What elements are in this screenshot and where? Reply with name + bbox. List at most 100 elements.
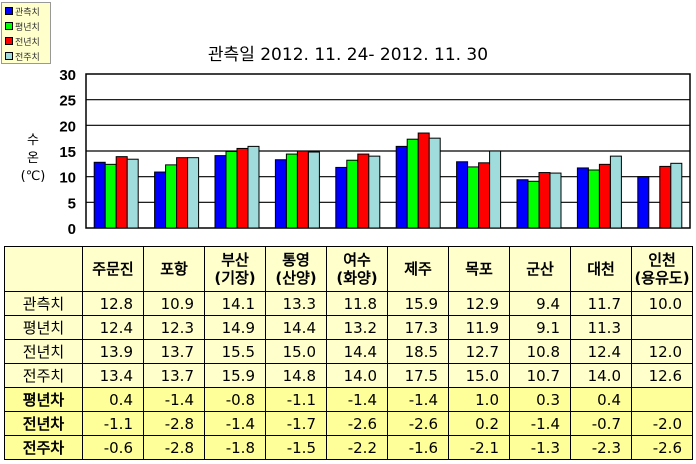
table-cell: 13.9 bbox=[82, 339, 144, 364]
table-cell: 12.7 bbox=[448, 339, 510, 364]
bar bbox=[516, 179, 529, 229]
table-cell: 0.4 bbox=[82, 387, 144, 412]
row-header: 전주차 bbox=[4, 435, 83, 460]
table-cell: 18.5 bbox=[387, 339, 449, 364]
table-cell: -2.2 bbox=[326, 435, 388, 460]
table-cell: 12.0 bbox=[631, 339, 693, 364]
table-cell: 14.9 bbox=[204, 315, 266, 340]
bar bbox=[576, 167, 589, 229]
legend-item: 전년치 bbox=[2, 34, 50, 48]
table-cell: 13.4 bbox=[82, 363, 144, 388]
y-tick-label: 10 bbox=[59, 170, 76, 187]
column-header: 주문진 bbox=[82, 246, 144, 292]
table-cell: -2.3 bbox=[570, 435, 632, 460]
legend-label: 전년치 bbox=[15, 37, 40, 48]
table-cell: -2.6 bbox=[387, 411, 449, 436]
table-cell: 0.4 bbox=[570, 387, 632, 412]
table-cell: -2.6 bbox=[326, 411, 388, 436]
bar bbox=[115, 156, 128, 229]
column-header: 대천 bbox=[570, 246, 632, 292]
bar bbox=[176, 157, 189, 229]
table-cell bbox=[631, 387, 693, 412]
bar bbox=[428, 137, 441, 229]
table-cell: 11.7 bbox=[570, 291, 632, 316]
table-cell: 13.7 bbox=[143, 339, 205, 364]
table-cell: -2.0 bbox=[631, 411, 693, 436]
bar bbox=[587, 169, 600, 229]
row-header: 관측치 bbox=[4, 291, 83, 316]
bar bbox=[346, 159, 359, 229]
table-cell: 17.3 bbox=[387, 315, 449, 340]
row-header: 전년차 bbox=[4, 411, 83, 436]
bar bbox=[659, 165, 672, 229]
table-cell bbox=[631, 315, 693, 340]
bar bbox=[357, 153, 370, 229]
table-row: 전주차 -0.6 -2.8 -1.8 -1.5 -2.2 -1.6 -2.1 -1.3 -2.3-… bbox=[4, 435, 693, 460]
legend-label: 평년치 bbox=[15, 22, 40, 33]
bar bbox=[335, 166, 348, 229]
table-cell: 11.3 bbox=[570, 315, 632, 340]
table-cell: 15.9 bbox=[204, 363, 266, 388]
row-header: 전년치 bbox=[4, 339, 83, 364]
bar bbox=[406, 138, 419, 229]
bar bbox=[154, 171, 167, 229]
y-tick-label: 15 bbox=[59, 144, 76, 161]
bar bbox=[456, 161, 469, 229]
y-tick-label: 30 bbox=[59, 67, 76, 84]
bar bbox=[527, 180, 540, 229]
bar bbox=[395, 145, 408, 229]
bar bbox=[285, 153, 298, 229]
table-cell: 12.6 bbox=[631, 363, 693, 388]
column-header: 포항 bbox=[143, 246, 205, 292]
table-cell: -1.4 bbox=[387, 387, 449, 412]
table-cell: 14.0 bbox=[326, 363, 388, 388]
table-cell: 14.0 bbox=[570, 363, 632, 388]
bar bbox=[247, 145, 260, 229]
column-header: 군산 bbox=[509, 246, 571, 292]
bar bbox=[187, 157, 200, 229]
table-row: 전주치 13.4 13.7 15.9 14.8 14.0 17.5 15.0 10.7 14.0 1… bbox=[4, 363, 693, 388]
legend-swatch bbox=[5, 52, 13, 60]
table-cell: 0.2 bbox=[448, 411, 510, 436]
table-cell: -2.8 bbox=[143, 411, 205, 436]
table-cell: 17.5 bbox=[387, 363, 449, 388]
table-cell: 12.4 bbox=[570, 339, 632, 364]
y-tick-label: 20 bbox=[59, 118, 76, 135]
column-header: 제주 bbox=[387, 246, 449, 292]
bar bbox=[467, 166, 480, 229]
table-cell: -0.7 bbox=[570, 411, 632, 436]
bar bbox=[368, 155, 381, 229]
table-cell: 12.4 bbox=[82, 315, 144, 340]
table-cell: 1.0 bbox=[448, 387, 510, 412]
table-cell: -1.4 bbox=[509, 411, 571, 436]
y-tick-label: 5 bbox=[68, 195, 76, 212]
bar bbox=[307, 151, 320, 229]
table-cell: 9.1 bbox=[509, 315, 571, 340]
table-cell: 12.3 bbox=[143, 315, 205, 340]
bar bbox=[296, 150, 309, 229]
bar bbox=[609, 155, 622, 229]
legend-label: 관측치 bbox=[15, 7, 40, 18]
bar bbox=[274, 159, 287, 229]
table-cell: 15.0 bbox=[265, 339, 327, 364]
legend-swatch bbox=[5, 7, 13, 15]
legend-swatch bbox=[5, 37, 13, 45]
table-cell: 13.7 bbox=[143, 363, 205, 388]
row-header: 평년차 bbox=[4, 387, 83, 412]
column-header: 목포 bbox=[448, 246, 510, 292]
bar bbox=[225, 151, 238, 229]
table-cell: 11.9 bbox=[448, 315, 510, 340]
legend-item: 관측치 bbox=[2, 4, 50, 18]
chart-title: 관측일 2012. 11. 24- 2012. 11. 30 bbox=[207, 45, 489, 65]
legend-item: 전주치 bbox=[2, 49, 50, 63]
table-cell: 14.4 bbox=[326, 339, 388, 364]
table-cell: -1.4 bbox=[204, 411, 266, 436]
bar bbox=[670, 162, 683, 229]
table-cell: 12.8 bbox=[82, 291, 144, 316]
table-cell: -1.8 bbox=[204, 435, 266, 460]
bar bbox=[489, 150, 502, 229]
bar bbox=[417, 132, 430, 229]
column-header: 통영 (산양) bbox=[265, 246, 327, 292]
legend-label: 전주치 bbox=[15, 52, 40, 63]
table-row: 관측치 12.8 10.9 14.1 13.3 11.8 15.9 12.9 9.4 11.7 10… bbox=[4, 291, 693, 316]
